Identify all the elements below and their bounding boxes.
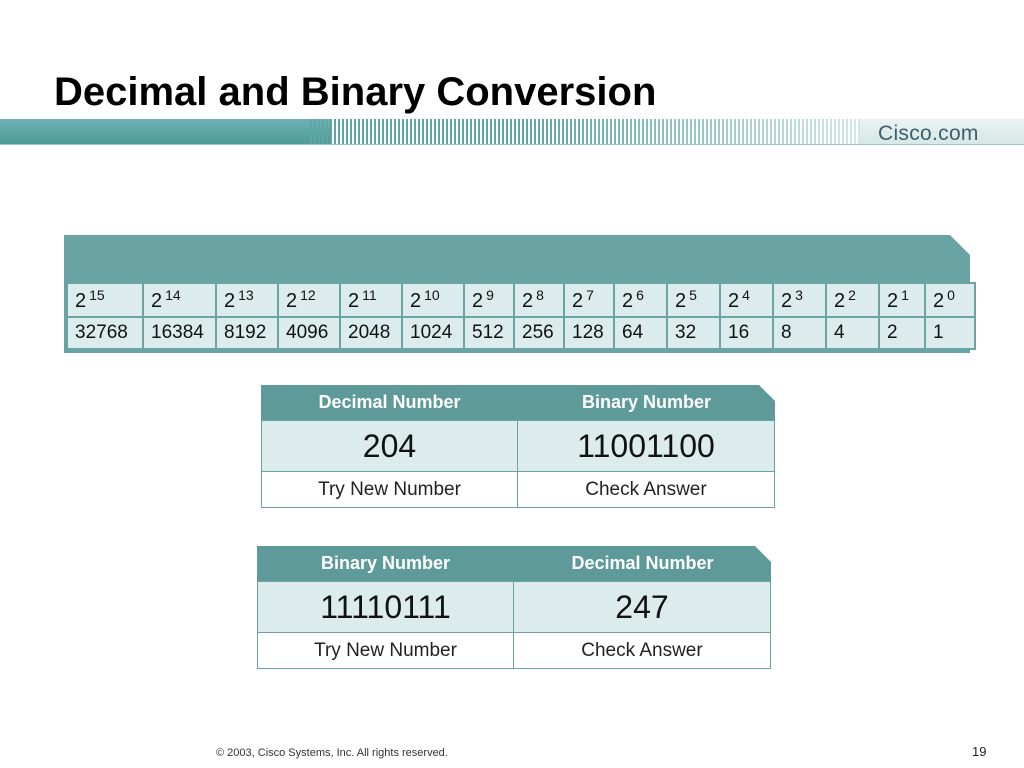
decimal-to-binary-panel: Decimal Number Binary Number 204 1100110… — [261, 385, 775, 508]
power-exponent: 14 — [165, 287, 181, 303]
power-exponent: 13 — [238, 287, 254, 303]
conversion-value-row: 204 11001100 — [261, 420, 775, 472]
power-value-cell: 16 — [719, 316, 774, 350]
power-exponent: 2 — [848, 287, 856, 303]
conversion-action-row: Try New Number Check Answer — [261, 471, 775, 508]
power-base: 2 — [781, 290, 793, 312]
power-base: 2 — [75, 290, 87, 312]
binary-answer: 11001100 — [577, 428, 715, 464]
conversion-header: Binary Number Decimal Number — [257, 546, 771, 581]
decimal-value: 204 — [262, 421, 518, 471]
power-of-two-cell: 2 11 — [339, 282, 403, 318]
power-value-cell: 16384 — [142, 316, 217, 350]
conversion-action-row: Try New Number Check Answer — [257, 632, 771, 669]
binary-to-decimal-panel: Binary Number Decimal Number 11110111 24… — [257, 546, 771, 669]
power-exponent: 6 — [636, 287, 644, 303]
power-value-cell: 128 — [563, 316, 615, 350]
power-value-cell: 2 — [878, 316, 926, 350]
power-base: 2 — [572, 290, 584, 312]
power-base: 2 — [728, 290, 740, 312]
power-of-two-cell: 2 13 — [215, 282, 279, 318]
conversion-value-row: 11110111 247 — [257, 581, 771, 633]
power-exponent: 9 — [486, 287, 494, 303]
power-exponent: 11 — [362, 287, 377, 303]
power-exponent: 15 — [89, 287, 105, 303]
header-band-right — [860, 119, 1024, 145]
power-exponent: 3 — [795, 287, 803, 303]
power-base: 2 — [151, 290, 163, 312]
header-binary-number: Binary Number — [320, 553, 451, 573]
power-exponent: 8 — [536, 287, 544, 303]
power-of-two-cell: 2 15 — [66, 282, 144, 318]
check-answer-button[interactable]: Check Answer — [585, 479, 707, 500]
power-value-cell: 8192 — [215, 316, 279, 350]
power-value-cell: 1024 — [401, 316, 465, 350]
power-exponent: 4 — [742, 287, 750, 303]
power-of-two-cell: 2 14 — [142, 282, 217, 318]
power-base: 2 — [472, 290, 484, 312]
power-value-cell: 32 — [666, 316, 721, 350]
power-base: 2 — [224, 290, 236, 312]
slide-title: Decimal and Binary Conversion — [54, 70, 657, 114]
check-answer-button[interactable]: Check Answer — [581, 640, 703, 661]
power-value-cell: 4 — [825, 316, 880, 350]
power-exponent: 7 — [586, 287, 594, 303]
decimal-answer: 247 — [615, 589, 669, 625]
power-base: 2 — [286, 290, 298, 312]
power-of-two-cell: 2 12 — [277, 282, 341, 318]
cisco-com-link[interactable]: Cisco.com — [878, 122, 979, 145]
power-base: 2 — [522, 290, 534, 312]
power-base: 2 — [933, 290, 945, 312]
header-decimal-number: Decimal Number — [571, 553, 714, 573]
power-exponent: 5 — [689, 287, 697, 303]
power-base: 2 — [348, 290, 360, 312]
power-base: 2 — [675, 290, 687, 312]
power-value-cell: 64 — [613, 316, 668, 350]
power-exponent: 1 — [901, 287, 909, 303]
power-base: 2 — [834, 290, 846, 312]
value-row: 32768 16384 8192 4096 2048 1024 512 256 128 64 32 1… — [66, 316, 976, 350]
power-value-cell: 1 — [924, 316, 976, 350]
header-band-stripes — [310, 119, 870, 145]
powers-of-two-table: 2 15 2 14 2 13 2 12 2 11 2 10 2 9 2 8 2 7 2 6 2 5 2 4 2 3 2 2 2 1 2 0 3… — [66, 282, 976, 350]
power-exponent: 0 — [947, 287, 955, 303]
power-value-cell: 256 — [513, 316, 565, 350]
header-band-solid — [0, 119, 330, 145]
try-new-number-button[interactable]: Try New Number — [258, 633, 514, 668]
power-base: 2 — [410, 290, 422, 312]
conversion-header: Decimal Number Binary Number — [261, 385, 775, 420]
exponent-row: 2 15 2 14 2 13 2 12 2 11 2 10 2 9 2 8 2 7 2 6 2 5 2 4 2 3 2 2 2 1 2 0 — [66, 282, 976, 318]
header-decimal-number: Decimal Number — [318, 392, 461, 412]
power-exponent: 12 — [300, 287, 316, 303]
header-band — [0, 119, 1024, 145]
power-value-cell: 32768 — [66, 316, 144, 350]
power-of-two-cell: 2 10 — [401, 282, 465, 318]
power-value-cell: 8 — [772, 316, 827, 350]
try-new-number-button[interactable]: Try New Number — [262, 472, 518, 507]
header-binary-number: Binary Number — [581, 392, 712, 412]
power-base: 2 — [622, 290, 634, 312]
power-base: 2 — [887, 290, 899, 312]
header-band-line — [0, 144, 1024, 145]
binary-value: 11110111 — [258, 582, 514, 632]
power-value-cell: 2048 — [339, 316, 403, 350]
power-value-cell: 4096 — [277, 316, 341, 350]
power-exponent: 10 — [424, 287, 440, 303]
page-number: 19 — [972, 744, 987, 759]
copyright-text: © 2003, Cisco Systems, Inc. All rights r… — [216, 747, 448, 759]
power-value-cell: 512 — [463, 316, 515, 350]
